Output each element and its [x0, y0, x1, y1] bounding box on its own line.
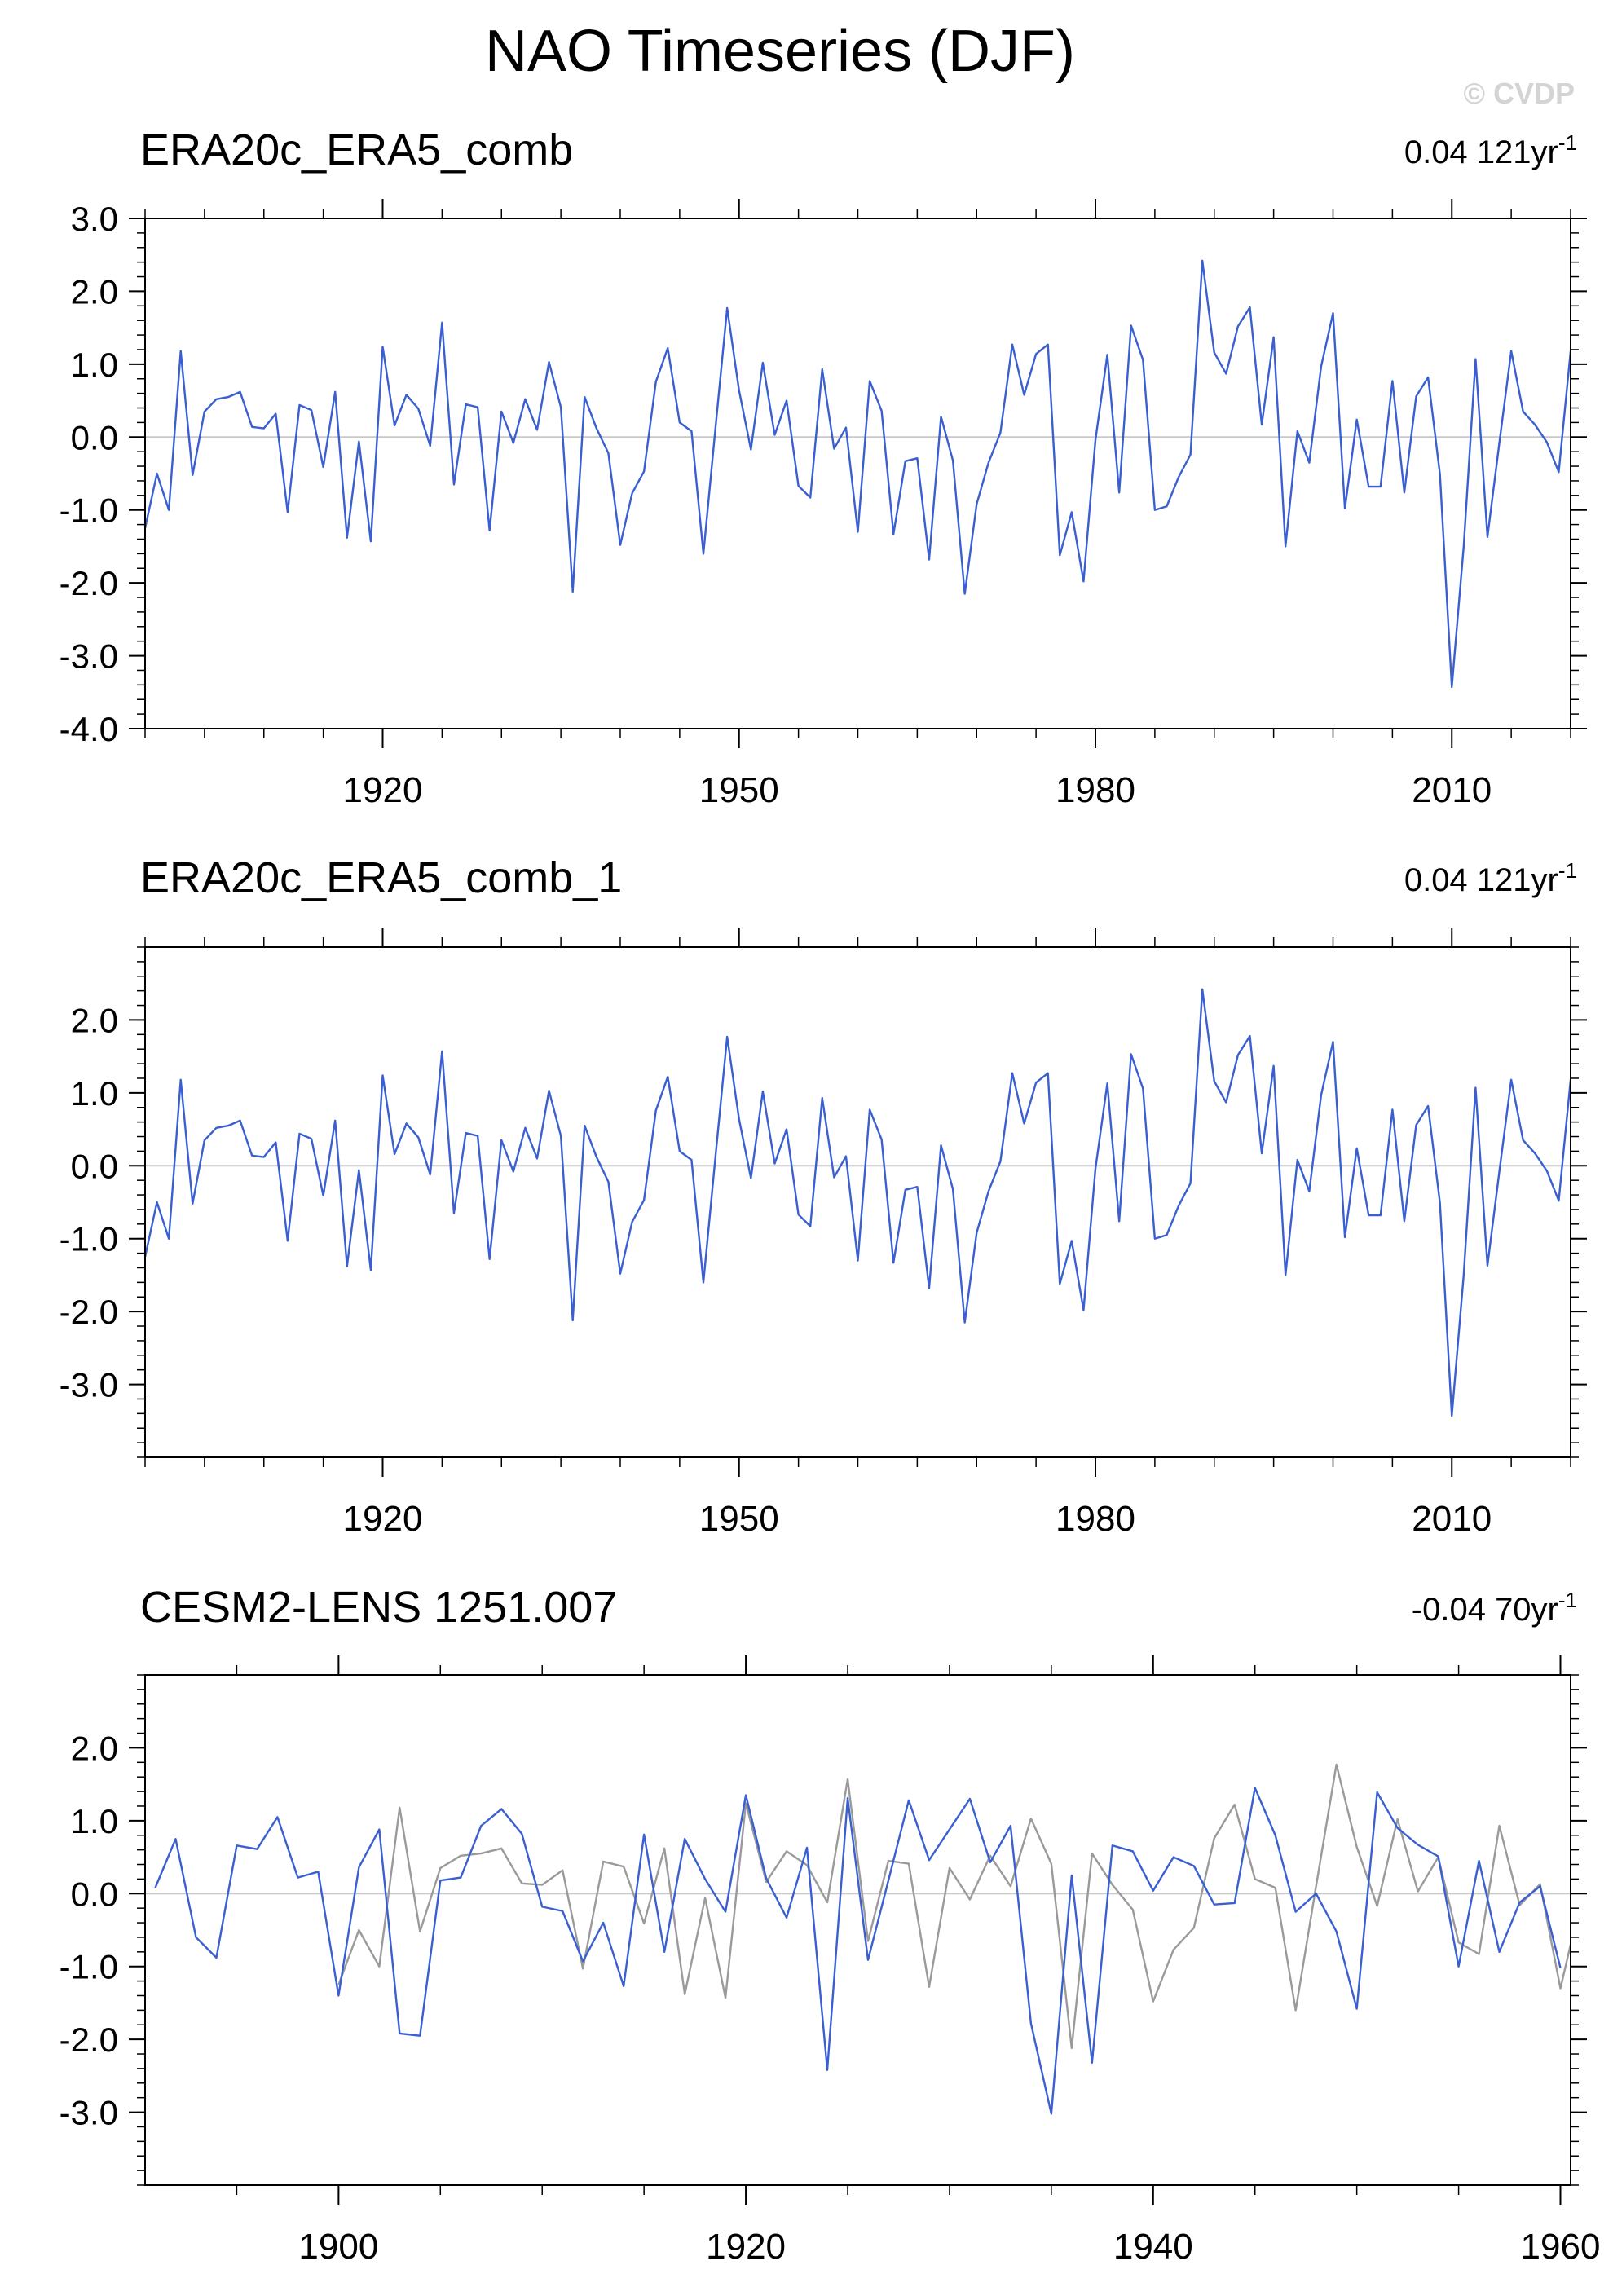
- panel-1-x-tick-label: 1980: [1056, 770, 1135, 810]
- panel-3-x-tick-label: 1960: [1521, 2227, 1601, 2267]
- panel-2-y-tick-label: 2.0: [71, 1001, 118, 1039]
- panel-2-trend-value: 0.04: [1404, 862, 1468, 898]
- panel-1: ERA20c_ERA5_comb 0.04 121yr-1 3.0 2.0 1.0 0…: [59, 126, 1587, 810]
- panel-1-x-minor-ticks: [144, 209, 1571, 738]
- panel-2-y-tick-label: 1.0: [71, 1074, 118, 1113]
- watermark: © CVDP: [1463, 77, 1575, 110]
- panel-2-x-minor-ticks: [144, 937, 1571, 1467]
- panel-3-trend-exponent: -1: [1558, 1588, 1577, 1612]
- panel-1-trend: 0.04 121yr-1: [1404, 130, 1577, 170]
- panel-3-x-axis: 1900 1920 1940 1960: [298, 1655, 1600, 2267]
- panel-3-y-axis: 2.0 1.0 0.0 -1.0 -2.0 -3.0: [59, 1729, 1587, 2132]
- panel-1-y-tick-label: -1.0: [59, 491, 118, 530]
- panel-1-plot-frame: [144, 218, 1571, 729]
- panel-3-y-tick-label: -2.0: [59, 2021, 118, 2059]
- panel-2-x-tick-label: 1950: [699, 1499, 779, 1539]
- panel-2-x-tick-label: 1980: [1056, 1499, 1135, 1539]
- panel-1-trend-unit: 121yr: [1477, 134, 1558, 170]
- panel-1-y-tick-label: 0.0: [71, 418, 118, 456]
- panel-2-y-tick-label: -2.0: [59, 1293, 118, 1331]
- panel-3-plot: 2.0 1.0 0.0 -1.0 -2.0 -3.0 1900 1920 1940 1960: [59, 1655, 1600, 2267]
- panel-2-plot: 2.0 1.0 0.0 -1.0 -2.0 -3.0 1920 1950 1980 2010: [59, 928, 1587, 1539]
- panel-3-series-line-1: [337, 1763, 1571, 2050]
- panel-3-trend-value: -0.04: [1412, 1592, 1486, 1628]
- panel-1-x-axis: 1920 1950 1980 2010: [343, 199, 1492, 810]
- panel-3-y-minor-ticks: [137, 1674, 1579, 2186]
- panel-1-x-tick-label: 2010: [1412, 770, 1492, 810]
- panel-2-x-tick-label: 1920: [343, 1499, 423, 1539]
- panel-1-plot: 3.0 2.0 1.0 0.0 -1.0 -2.0 -3.0 -4.0 1920 1950 1980…: [59, 199, 1587, 810]
- panel-3-x-tick-label: 1940: [1113, 2227, 1193, 2267]
- panel-2-y-tick-label: -3.0: [59, 1366, 118, 1404]
- panel-1-y-axis: 3.0 2.0 1.0 0.0 -1.0 -2.0 -3.0 -4.0: [59, 200, 1587, 748]
- panel-2-trend-unit: 121yr: [1477, 862, 1558, 898]
- panel-1-series-group: [145, 259, 1571, 689]
- panel-1-y-minor-ticks: [137, 218, 1579, 729]
- panel-3-x-tick-label: 1920: [706, 2227, 786, 2267]
- panel-1-y-tick-label: 3.0: [71, 200, 118, 238]
- panel-1-title: ERA20c_ERA5_comb: [140, 126, 573, 174]
- panel-3-y-tick-label: 2.0: [71, 1729, 118, 1767]
- panel-2-x-tick-label: 2010: [1412, 1499, 1492, 1539]
- panel-2-y-minor-ticks: [137, 946, 1579, 1458]
- panel-3-plot-frame: [144, 1674, 1571, 2186]
- panel-1-y-tick-label: -2.0: [59, 564, 118, 602]
- panel-2-x-axis: 1920 1950 1980 2010: [343, 928, 1492, 1539]
- panel-1-x-tick-label: 1920: [343, 770, 423, 810]
- panel-1-trend-value: 0.04: [1404, 134, 1468, 170]
- panel-2: ERA20c_ERA5_comb_1 0.04 121yr-1 2.0 1.0 0.…: [59, 853, 1587, 1539]
- panel-2-title: ERA20c_ERA5_comb_1: [140, 853, 622, 902]
- panel-1-y-tick-label: -4.0: [59, 710, 118, 748]
- panel-1-series-line-1: [145, 259, 1571, 689]
- panel-3-series-group: [154, 1763, 1571, 2115]
- panel-3-title: CESM2-LENS 1251.007: [140, 1583, 617, 1632]
- panel-3-series-line-2: [154, 1787, 1562, 2115]
- panel-1-trend-exponent: -1: [1558, 130, 1577, 155]
- panel-2-y-tick-label: 0.0: [71, 1147, 118, 1185]
- panel-3-trend: -0.04 70yr-1: [1412, 1588, 1577, 1628]
- panel-3-x-minor-ticks: [236, 1665, 1562, 2195]
- panel-3-y-tick-label: 1.0: [71, 1802, 118, 1840]
- figure-title: NAO Timeseries (DJF): [485, 19, 1075, 84]
- panel-2-series-line-1: [145, 988, 1571, 1417]
- panel-1-y-tick-label: 2.0: [71, 272, 118, 311]
- panel-1-y-tick-label: -3.0: [59, 637, 118, 676]
- panel-3-y-tick-label: 0.0: [71, 1875, 118, 1913]
- panel-2-trend-exponent: -1: [1558, 858, 1577, 883]
- panel-1-y-tick-label: 1.0: [71, 346, 118, 384]
- panel-3-x-tick-label: 1900: [298, 2227, 378, 2267]
- panel-3-trend-unit: 70yr: [1495, 1592, 1558, 1628]
- panel-2-series-group: [145, 988, 1571, 1417]
- panel-2-plot-frame: [144, 946, 1571, 1458]
- panel-1-x-tick-label: 1950: [699, 770, 779, 810]
- panel-2-y-axis: 2.0 1.0 0.0 -1.0 -2.0 -3.0: [59, 1001, 1587, 1404]
- panel-2-trend: 0.04 121yr-1: [1404, 858, 1577, 898]
- panel-3-y-tick-label: -3.0: [59, 2094, 118, 2132]
- panel-2-y-tick-label: -1.0: [59, 1220, 118, 1258]
- panel-3: CESM2-LENS 1251.007 -0.04 70yr-1 2.0 1.0 0…: [59, 1583, 1601, 2267]
- panel-3-y-tick-label: -1.0: [59, 1948, 118, 1986]
